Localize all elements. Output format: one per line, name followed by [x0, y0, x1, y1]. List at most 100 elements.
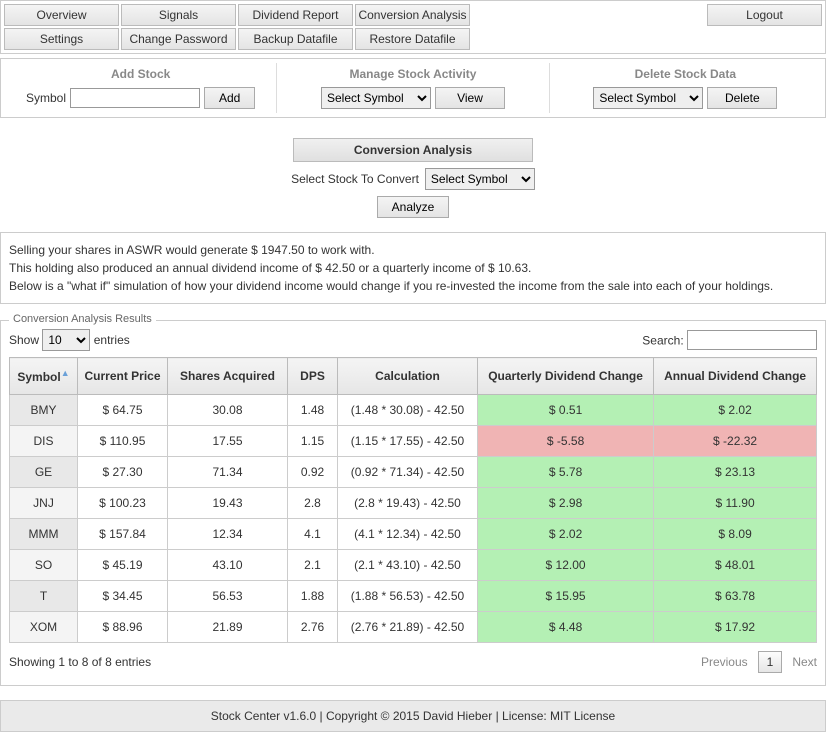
- nav-overview[interactable]: Overview: [4, 4, 119, 26]
- manage-title: Manage Stock Activity: [281, 67, 544, 81]
- nav-change-password[interactable]: Change Password: [121, 28, 236, 50]
- cell-calc: (2.1 * 43.10) - 42.50: [338, 550, 478, 581]
- cell-dps: 1.48: [288, 395, 338, 426]
- table-row: BMY$ 64.7530.081.48(1.48 * 30.08) - 42.5…: [10, 395, 817, 426]
- prev-button[interactable]: Previous: [701, 655, 748, 669]
- delete-title: Delete Stock Data: [554, 67, 817, 81]
- cell-shares: 17.55: [168, 426, 288, 457]
- show-label: Show: [9, 333, 39, 347]
- cell-symbol: GE: [10, 457, 78, 488]
- nav-settings[interactable]: Settings: [4, 28, 119, 50]
- cell-price: $ 64.75: [78, 395, 168, 426]
- cell-quarterly: $ 5.78: [478, 457, 654, 488]
- cell-shares: 21.89: [168, 612, 288, 643]
- col-quarterly[interactable]: Quarterly Dividend Change: [478, 358, 654, 395]
- cell-quarterly: $ -5.58: [478, 426, 654, 457]
- table-row: MMM$ 157.8412.344.1(4.1 * 12.34) - 42.50…: [10, 519, 817, 550]
- cell-price: $ 100.23: [78, 488, 168, 519]
- action-panels: Add Stock Symbol Add Manage Stock Activi…: [0, 58, 826, 118]
- cell-annual: $ 8.09: [654, 519, 817, 550]
- cell-dps: 2.76: [288, 612, 338, 643]
- add-stock-title: Add Stock: [9, 67, 272, 81]
- footer: Stock Center v1.6.0 | Copyright © 2015 D…: [0, 700, 826, 732]
- col-price[interactable]: Current Price: [78, 358, 168, 395]
- manage-select[interactable]: Select Symbol: [321, 87, 431, 109]
- cell-price: $ 27.30: [78, 457, 168, 488]
- cell-dps: 4.1: [288, 519, 338, 550]
- page-current[interactable]: 1: [758, 651, 783, 673]
- cell-symbol: SO: [10, 550, 78, 581]
- conversion-header: Conversion Analysis: [293, 138, 533, 162]
- sort-asc-icon: ▲: [61, 368, 70, 378]
- cell-symbol: JNJ: [10, 488, 78, 519]
- cell-dps: 2.1: [288, 550, 338, 581]
- table-row: DIS$ 110.9517.551.15(1.15 * 17.55) - 42.…: [10, 426, 817, 457]
- cell-symbol: T: [10, 581, 78, 612]
- summary-line-2: This holding also produced an annual div…: [9, 259, 817, 277]
- col-shares[interactable]: Shares Acquired: [168, 358, 288, 395]
- cell-calc: (0.92 * 71.34) - 42.50: [338, 457, 478, 488]
- cell-shares: 19.43: [168, 488, 288, 519]
- col-dps[interactable]: DPS: [288, 358, 338, 395]
- nav-logout[interactable]: Logout: [707, 4, 822, 26]
- nav-dividend-report[interactable]: Dividend Report: [238, 4, 353, 26]
- table-row: JNJ$ 100.2319.432.8(2.8 * 19.43) - 42.50…: [10, 488, 817, 519]
- col-symbol[interactable]: Symbol▲: [10, 358, 78, 395]
- manage-stock-panel: Manage Stock Activity Select Symbol View: [277, 63, 549, 113]
- cell-calc: (4.1 * 12.34) - 42.50: [338, 519, 478, 550]
- next-button[interactable]: Next: [792, 655, 817, 669]
- conversion-controls: Conversion Analysis Select Stock To Conv…: [0, 138, 826, 218]
- summary-box: Selling your shares in ASWR would genera…: [0, 232, 826, 304]
- cell-annual: $ -22.32: [654, 426, 817, 457]
- nav-signals[interactable]: Signals: [121, 4, 236, 26]
- cell-dps: 1.88: [288, 581, 338, 612]
- cell-quarterly: $ 0.51: [478, 395, 654, 426]
- cell-annual: $ 23.13: [654, 457, 817, 488]
- table-row: GE$ 27.3071.340.92(0.92 * 71.34) - 42.50…: [10, 457, 817, 488]
- nav-restore-datafile[interactable]: Restore Datafile: [355, 28, 470, 50]
- nav-conversion-analysis[interactable]: Conversion Analysis: [355, 4, 470, 26]
- cell-price: $ 45.19: [78, 550, 168, 581]
- col-annual[interactable]: Annual Dividend Change: [654, 358, 817, 395]
- cell-shares: 71.34: [168, 457, 288, 488]
- pagination: Previous 1 Next: [701, 651, 817, 673]
- add-button[interactable]: Add: [204, 87, 255, 109]
- results-fieldset: Conversion Analysis Results Show 10 entr…: [0, 320, 826, 686]
- top-nav: Overview Signals Dividend Report Convers…: [0, 0, 826, 54]
- col-calc[interactable]: Calculation: [338, 358, 478, 395]
- nav-backup-datafile[interactable]: Backup Datafile: [238, 28, 353, 50]
- cell-symbol: BMY: [10, 395, 78, 426]
- cell-annual: $ 11.90: [654, 488, 817, 519]
- cell-annual: $ 63.78: [654, 581, 817, 612]
- table-row: SO$ 45.1943.102.1(2.1 * 43.10) - 42.50 $ …: [10, 550, 817, 581]
- delete-stock-panel: Delete Stock Data Select Symbol Delete: [550, 63, 821, 113]
- cell-shares: 43.10: [168, 550, 288, 581]
- cell-price: $ 34.45: [78, 581, 168, 612]
- convert-select[interactable]: Select Symbol: [425, 168, 535, 190]
- cell-dps: 2.8: [288, 488, 338, 519]
- cell-symbol: MMM: [10, 519, 78, 550]
- symbol-input[interactable]: [70, 88, 200, 108]
- cell-calc: (1.88 * 56.53) - 42.50: [338, 581, 478, 612]
- results-legend: Conversion Analysis Results: [9, 313, 156, 325]
- cell-quarterly: $ 4.48: [478, 612, 654, 643]
- search-input[interactable]: [687, 330, 817, 350]
- cell-price: $ 157.84: [78, 519, 168, 550]
- table-info: Showing 1 to 8 of 8 entries: [9, 655, 151, 669]
- cell-shares: 30.08: [168, 395, 288, 426]
- cell-symbol: XOM: [10, 612, 78, 643]
- cell-calc: (1.48 * 30.08) - 42.50: [338, 395, 478, 426]
- cell-symbol: DIS: [10, 426, 78, 457]
- cell-annual: $ 2.02: [654, 395, 817, 426]
- page-size-select[interactable]: 10: [42, 329, 90, 351]
- cell-calc: (2.76 * 21.89) - 42.50: [338, 612, 478, 643]
- cell-calc: (1.15 * 17.55) - 42.50: [338, 426, 478, 457]
- view-button[interactable]: View: [435, 87, 505, 109]
- analyze-button[interactable]: Analyze: [377, 196, 450, 218]
- delete-button[interactable]: Delete: [707, 87, 777, 109]
- summary-line-3: Below is a "what if" simulation of how y…: [9, 277, 817, 295]
- delete-select[interactable]: Select Symbol: [593, 87, 703, 109]
- search-label: Search:: [642, 334, 683, 348]
- cell-annual: $ 17.92: [654, 612, 817, 643]
- cell-annual: $ 48.01: [654, 550, 817, 581]
